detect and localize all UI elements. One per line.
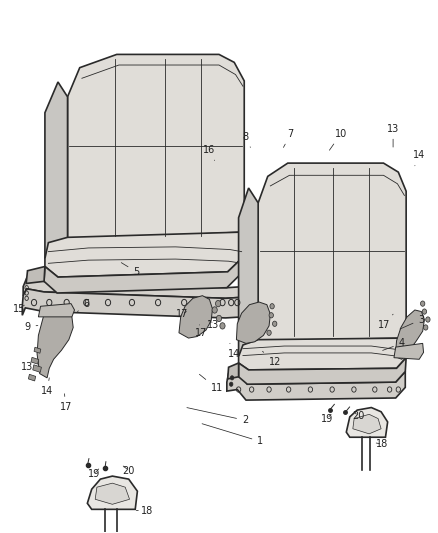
Bar: [28, 374, 35, 381]
Polygon shape: [353, 414, 381, 434]
Text: 17: 17: [60, 394, 72, 412]
Polygon shape: [44, 256, 244, 293]
Circle shape: [270, 304, 274, 309]
Polygon shape: [179, 296, 212, 338]
Text: 19: 19: [321, 414, 333, 424]
Polygon shape: [26, 266, 45, 284]
Circle shape: [212, 307, 217, 313]
Text: 15: 15: [13, 304, 25, 314]
Bar: [33, 365, 42, 373]
Text: 13: 13: [21, 362, 39, 372]
Circle shape: [269, 313, 273, 318]
Polygon shape: [394, 343, 424, 359]
Text: 18: 18: [376, 439, 389, 449]
Polygon shape: [228, 363, 239, 379]
Circle shape: [426, 317, 430, 322]
Text: 9: 9: [25, 322, 38, 333]
Polygon shape: [23, 278, 243, 298]
Text: 11: 11: [199, 374, 223, 393]
Text: 14: 14: [413, 150, 425, 166]
Polygon shape: [45, 232, 244, 277]
Text: 13: 13: [387, 124, 399, 147]
Polygon shape: [395, 310, 424, 359]
Circle shape: [422, 309, 427, 314]
Text: 1: 1: [202, 424, 263, 447]
Polygon shape: [346, 408, 388, 437]
Text: 20: 20: [352, 411, 364, 421]
Text: 5: 5: [121, 263, 139, 277]
Polygon shape: [22, 289, 243, 318]
Polygon shape: [227, 369, 405, 400]
Polygon shape: [258, 163, 406, 341]
Polygon shape: [87, 476, 138, 510]
Circle shape: [420, 301, 425, 306]
Text: 20: 20: [123, 466, 135, 475]
Text: 17: 17: [378, 314, 393, 330]
Polygon shape: [237, 302, 270, 343]
Polygon shape: [239, 188, 258, 356]
Circle shape: [230, 382, 233, 386]
Polygon shape: [45, 82, 67, 259]
Text: 12: 12: [262, 351, 281, 367]
Circle shape: [216, 316, 222, 321]
Circle shape: [215, 301, 221, 307]
Polygon shape: [67, 54, 244, 240]
Text: 14: 14: [41, 378, 53, 396]
Bar: [31, 357, 39, 364]
Text: 3: 3: [400, 314, 424, 329]
Text: 2: 2: [187, 408, 248, 425]
Text: 7: 7: [283, 129, 294, 148]
Polygon shape: [239, 338, 406, 370]
Circle shape: [272, 321, 277, 326]
Polygon shape: [39, 304, 74, 317]
Text: 10: 10: [329, 129, 347, 150]
Circle shape: [220, 322, 225, 329]
Circle shape: [230, 376, 234, 380]
Text: 8: 8: [242, 132, 251, 147]
Text: 13: 13: [207, 320, 219, 330]
Text: 18: 18: [136, 506, 153, 516]
Text: 19: 19: [88, 469, 100, 479]
Circle shape: [424, 325, 428, 330]
Text: 6: 6: [78, 298, 89, 312]
Text: 4: 4: [383, 338, 405, 350]
Text: 17: 17: [195, 325, 208, 338]
Circle shape: [267, 330, 271, 335]
Polygon shape: [37, 309, 73, 378]
Bar: [34, 347, 41, 353]
Text: 14: 14: [228, 343, 240, 359]
Polygon shape: [95, 483, 130, 504]
Text: 17: 17: [176, 309, 188, 319]
Polygon shape: [239, 358, 406, 384]
Text: 16: 16: [203, 145, 215, 160]
